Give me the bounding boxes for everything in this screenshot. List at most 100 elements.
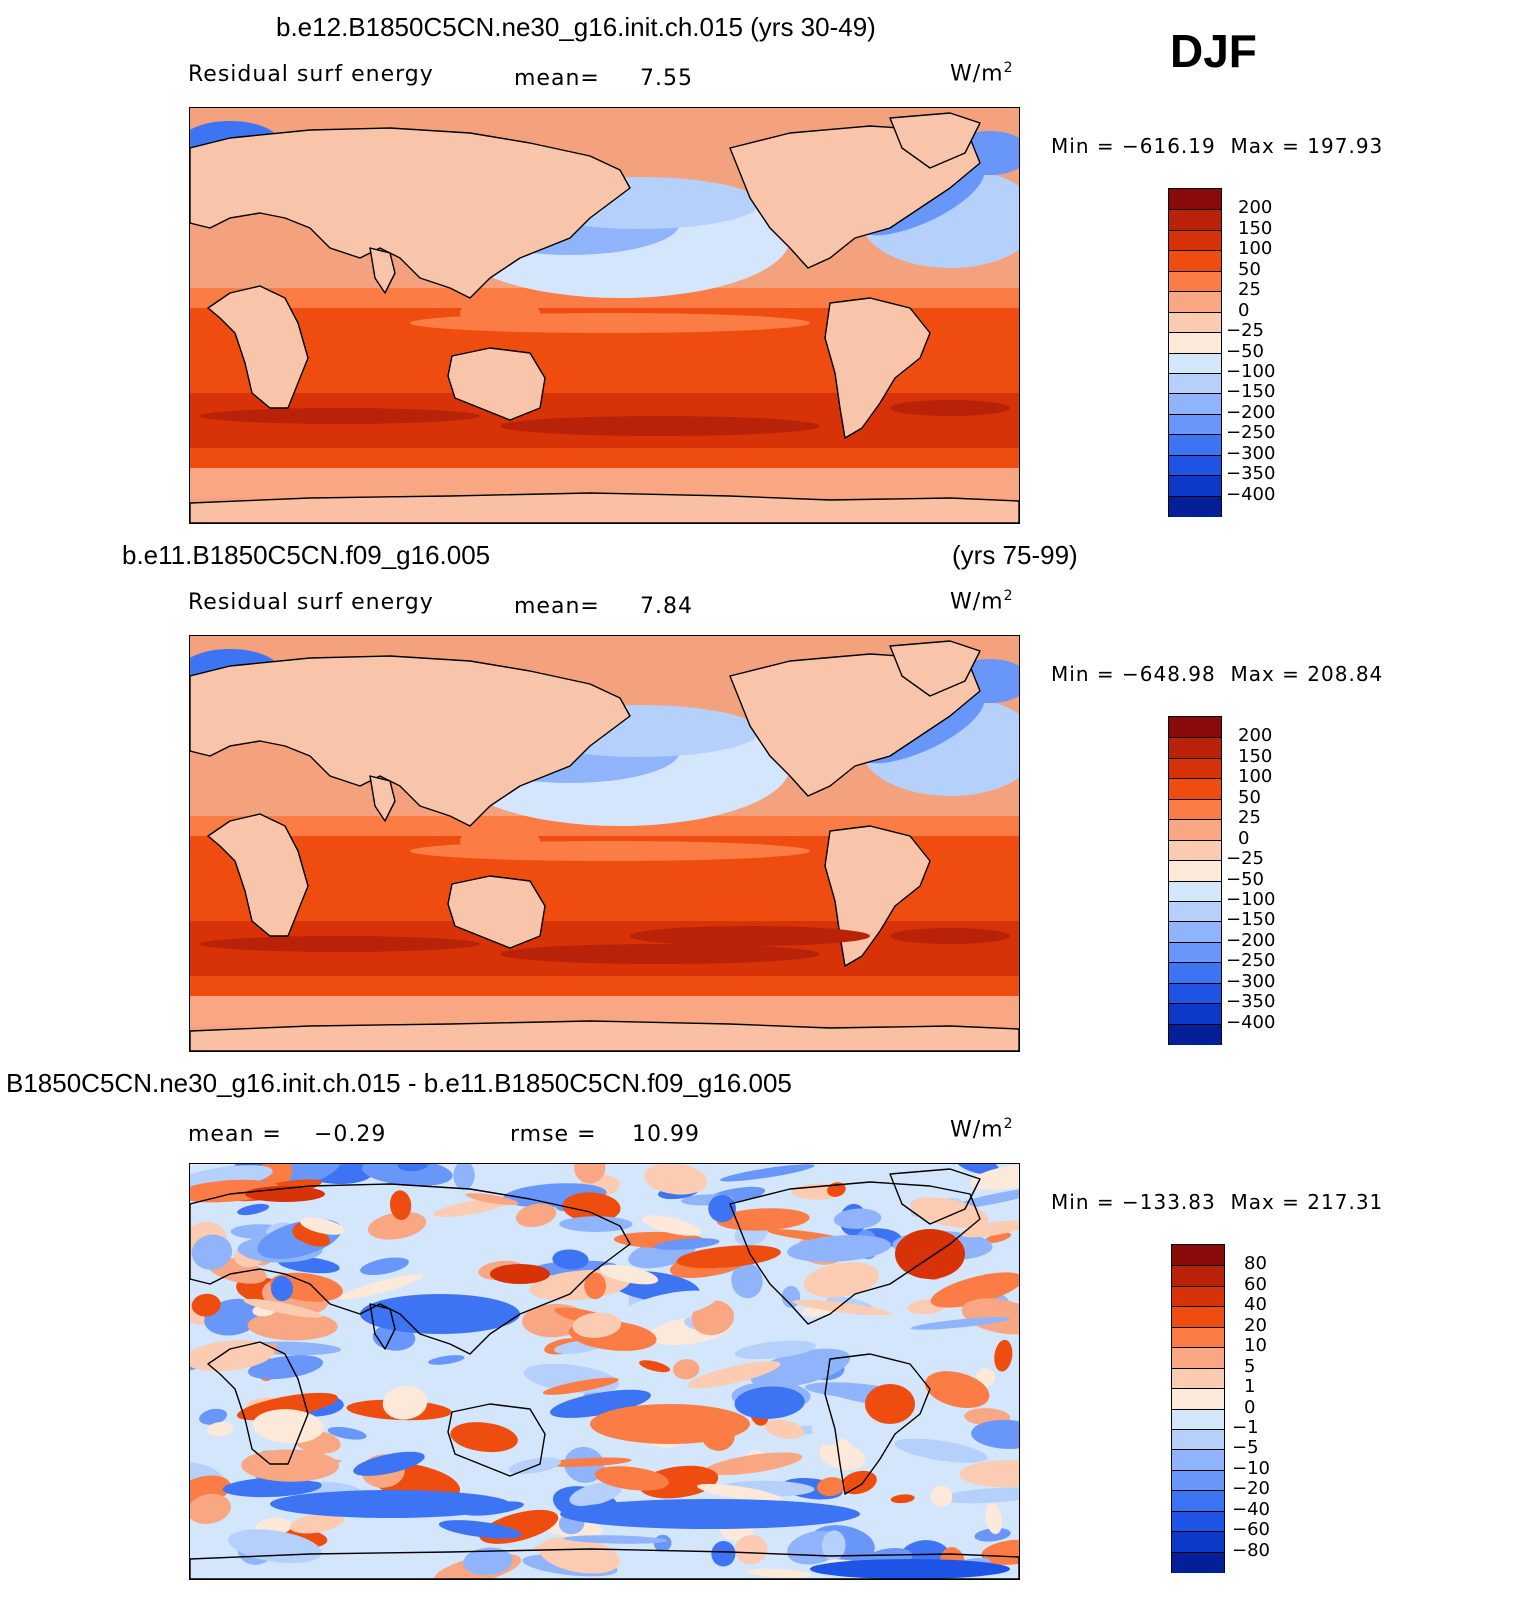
colorbar-tick-label: −200 xyxy=(1226,401,1276,423)
colorbar-swatch xyxy=(1172,1367,1224,1389)
panel-3-title: B1850C5CN.ne30_g16.init.ch.015 - b.e11.B… xyxy=(6,1068,792,1098)
colorbar-swatch xyxy=(1172,1245,1224,1266)
colorbar-tick-label: −350 xyxy=(1226,463,1276,485)
panel-1-map-field xyxy=(190,108,1019,523)
colorbar-swatch xyxy=(1172,1490,1224,1512)
colorbar-swatch xyxy=(1169,798,1221,820)
colorbar-tick-label: 0 xyxy=(1238,299,1250,321)
colorbar-tick-label: −200 xyxy=(1226,929,1276,951)
colorbar-swatch xyxy=(1169,900,1221,922)
panel-3-minmax: Min = −133.83 Max = 217.31 xyxy=(1051,1190,1384,1214)
colorbar-swatch xyxy=(1169,860,1221,881)
colorbar-swatch xyxy=(1172,1531,1224,1553)
colorbar-tick-label: 100 xyxy=(1238,766,1273,788)
colorbar-swatch xyxy=(1172,1347,1224,1369)
colorbar-tick-label: −100 xyxy=(1226,360,1276,382)
colorbar-tick-label: 40 xyxy=(1244,1294,1267,1316)
colorbar-swatch xyxy=(1169,413,1221,435)
colorbar-swatch xyxy=(1169,454,1221,476)
colorbar-tick-label: −400 xyxy=(1226,483,1276,505)
colorbar-tick-label: 50 xyxy=(1238,786,1261,808)
colorbar-tick-label: −1 xyxy=(1232,1416,1259,1438)
colorbar-swatch xyxy=(1169,311,1221,333)
colorbar-tick-label: 60 xyxy=(1244,1273,1267,1295)
colorbar-tick-label: −60 xyxy=(1232,1519,1270,1541)
colorbar-swatch xyxy=(1172,1510,1224,1532)
colorbar-tick-label: 25 xyxy=(1238,279,1261,301)
colorbar-swatch xyxy=(1172,1388,1224,1409)
colorbar-tick-label: 1 xyxy=(1244,1376,1256,1398)
colorbar-swatch xyxy=(1169,1003,1221,1025)
panel-2-title: b.e11.B1850C5CN.f09_g16.005 xyxy=(122,540,491,570)
colorbar-tick-label: −250 xyxy=(1226,950,1276,972)
colorbar-tick-label: 20 xyxy=(1244,1314,1267,1336)
panel-2-minmax: Min = −648.98 Max = 208.84 xyxy=(1051,662,1384,686)
colorbar-tick-label: 0 xyxy=(1238,827,1250,849)
panel-3-rmse-value: 10.99 xyxy=(632,1122,700,1147)
colorbar-swatch xyxy=(1169,921,1221,943)
colorbar-swatch xyxy=(1169,941,1221,963)
colorbar-swatch xyxy=(1169,1023,1221,1045)
colorbar-swatch xyxy=(1169,778,1221,800)
colorbar-tick-label: 10 xyxy=(1244,1335,1267,1357)
panel-1-minmax: Min = −616.19 Max = 197.93 xyxy=(1051,134,1384,158)
colorbar-swatch xyxy=(1169,332,1221,353)
panel-2-map-field xyxy=(190,636,1019,1051)
colorbar-tick-label: 150 xyxy=(1238,217,1273,239)
panel-1-mean-label: mean= xyxy=(514,66,600,91)
colorbar-swatch xyxy=(1169,209,1221,231)
colorbar-swatch xyxy=(1172,1326,1224,1348)
colorbar-tick-label: −150 xyxy=(1226,909,1276,931)
colorbar-swatch xyxy=(1172,1551,1224,1573)
colorbar-tick-label: −150 xyxy=(1226,381,1276,403)
colorbar-swatch xyxy=(1169,839,1221,861)
colorbar-swatch xyxy=(1172,1449,1224,1471)
colorbar-swatch xyxy=(1169,250,1221,272)
colorbar-swatch xyxy=(1172,1265,1224,1287)
colorbar-swatch xyxy=(1172,1285,1224,1307)
colorbar-swatch xyxy=(1169,270,1221,292)
colorbar-tick-label: 25 xyxy=(1238,807,1261,829)
panel-3-mean-value: −0.29 xyxy=(314,1122,387,1147)
panel-2-units: W/m2 xyxy=(950,588,1014,615)
colorbar-swatch xyxy=(1169,291,1221,313)
colorbar-swatch xyxy=(1169,495,1221,517)
colorbar-swatch xyxy=(1169,880,1221,902)
panel-1-units: W/m2 xyxy=(950,60,1014,87)
colorbar-swatch xyxy=(1169,229,1221,251)
panel-2-mean-value: 7.84 xyxy=(640,594,693,619)
colorbar-tick-label: 5 xyxy=(1244,1355,1256,1377)
colorbar-swatch xyxy=(1169,372,1221,394)
panel-3-colorbar xyxy=(1171,1244,1225,1573)
colorbar-tick-label: −25 xyxy=(1226,320,1264,342)
colorbar-swatch xyxy=(1172,1469,1224,1491)
panel-3-map-field xyxy=(190,1164,1019,1579)
colorbar-swatch xyxy=(1169,717,1221,738)
colorbar-tick-label: 50 xyxy=(1238,258,1261,280)
colorbar-tick-label: −10 xyxy=(1232,1457,1270,1479)
colorbar-swatch xyxy=(1169,393,1221,415)
panel-1-title: b.e12.B1850C5CN.ne30_g16.init.ch.015 (yr… xyxy=(276,12,876,42)
colorbar-tick-label: 200 xyxy=(1238,197,1273,219)
colorbar-tick-label: −5 xyxy=(1232,1437,1259,1459)
colorbar-swatch xyxy=(1169,434,1221,456)
panel-1-colorbar xyxy=(1168,188,1222,517)
colorbar-swatch xyxy=(1169,737,1221,759)
colorbar-swatch xyxy=(1169,189,1221,210)
season-label: DJF xyxy=(1170,25,1257,77)
panel-3-mean-label: mean = xyxy=(188,1122,282,1147)
colorbar-tick-label: 200 xyxy=(1238,725,1273,747)
colorbar-swatch xyxy=(1172,1306,1224,1328)
panel-1-map xyxy=(189,107,1020,524)
panel-2-map xyxy=(189,635,1020,1052)
colorbar-tick-label: 80 xyxy=(1244,1253,1267,1275)
panel-3-units: W/m2 xyxy=(950,1116,1014,1143)
colorbar-tick-label: −400 xyxy=(1226,1011,1276,1033)
panel-2-mean-label: mean= xyxy=(514,594,600,619)
panel-3-rmse-label: rmse = xyxy=(510,1122,597,1147)
colorbar-swatch xyxy=(1172,1408,1224,1430)
colorbar-tick-label: −350 xyxy=(1226,991,1276,1013)
panel-1-variable: Residual surf energy xyxy=(188,62,434,87)
panel-2-variable: Residual surf energy xyxy=(188,590,434,615)
colorbar-swatch xyxy=(1169,819,1221,841)
